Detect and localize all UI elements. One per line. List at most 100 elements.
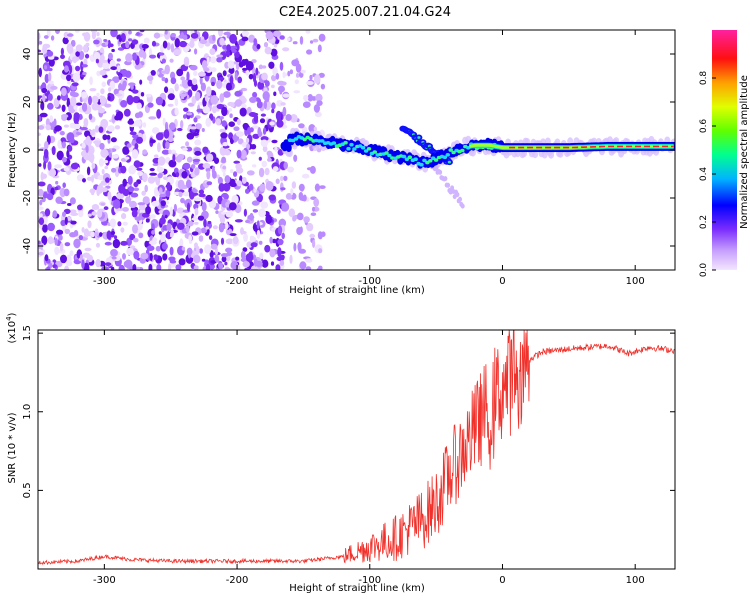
spectrogram-noise-cell	[161, 242, 168, 250]
spectrogram-noise-cell	[123, 108, 131, 117]
spectrogram-noise-cell	[227, 108, 233, 112]
spectrogram-noise-cell	[81, 64, 88, 68]
spectrogram-noise-cell	[305, 30, 311, 34]
spectrogram-noise-cell	[149, 172, 158, 176]
spectrogram-noise-cell	[317, 231, 323, 240]
spectrogram-noise-cell	[180, 76, 186, 81]
spectrogram-noise-cell	[116, 58, 121, 62]
spectrogram-noise-cell	[264, 80, 270, 87]
spectrogram-noise-cell	[179, 40, 188, 48]
spectrogram-noise-cell	[105, 177, 110, 183]
spectrogram-noise-cell	[265, 31, 274, 40]
spectrogram-noise-cell	[83, 44, 89, 53]
spectrogram-noise-cell	[226, 251, 233, 256]
spectrogram-noise-cell	[243, 233, 248, 242]
spectrogram-noise-cell	[233, 160, 240, 164]
spectrogram-noise-cell	[194, 221, 199, 225]
spectrogram-noise-cell	[222, 172, 226, 177]
spectrogram-noise-cell	[153, 32, 161, 39]
spectrogram-noise-cell	[168, 263, 172, 270]
spectrogram-noise-cell	[66, 97, 71, 108]
spectrogram-noise-cell	[275, 178, 280, 185]
spectrogram-noise-cell	[183, 107, 189, 112]
spectrogram-noise-cell	[114, 125, 121, 130]
spectrogram-noise-cell	[226, 82, 232, 91]
spectrogram-noise-cell	[38, 251, 44, 256]
spectrogram-noise-cell	[122, 80, 127, 88]
spectrogram-noise-cell	[61, 114, 69, 119]
spectrogram-noise-cell	[205, 153, 214, 162]
spectrogram-noise-cell	[206, 56, 210, 65]
spectrogram-noise-cell	[272, 166, 279, 172]
spectrogram-noise-cell	[164, 214, 168, 219]
spectrogram-noise-cell	[237, 76, 243, 84]
trace-branch-core	[417, 136, 421, 139]
spectrogram-noise-cell	[213, 157, 220, 164]
spectrogram-noise-cell	[113, 88, 119, 96]
spectrogram-noise-cell	[110, 220, 116, 228]
spectrogram-noise-cell	[249, 236, 257, 242]
spectrogram-noise-cell	[199, 248, 204, 254]
spectrogram-noise-cell	[99, 232, 103, 237]
spectrogram-noise-cell	[186, 156, 193, 163]
spectrogram-noise-cell	[168, 149, 172, 155]
spectrogram-noise-cell	[223, 31, 231, 36]
spectrogram-noise-cell	[38, 217, 45, 225]
spectrogram-noise-cell	[256, 220, 260, 230]
spectrogram-noise-cell	[242, 260, 250, 268]
spectrogram-noise-cell	[46, 266, 51, 270]
spectrogram-noise-cell	[56, 229, 64, 235]
spectrogram-noise-cell	[215, 210, 219, 215]
spectrogram-noise-cell	[48, 58, 55, 67]
trace-core	[404, 157, 410, 162]
spectrogram-noise-cell	[203, 218, 207, 228]
spectrogram-noise-cell	[210, 67, 217, 73]
spectrogram-noise-cell	[83, 262, 90, 270]
snr-x-label: Height of straight line (km)	[289, 583, 425, 594]
spectrogram-noise-cell	[80, 91, 88, 99]
trace-core	[428, 159, 433, 163]
spectrogram-noise-cell	[280, 175, 284, 182]
spectrogram-noise-cell	[225, 247, 233, 253]
trace-core	[363, 149, 369, 153]
spectrogram-noise-cell	[234, 90, 242, 97]
spectrogram-noise-cell	[104, 103, 112, 108]
spectrogram-noise-cell	[91, 163, 96, 169]
spectrogram-noise-cell	[108, 52, 113, 60]
spectrogram-noise-cell	[135, 64, 144, 69]
spectrogram-noise-cell	[51, 145, 56, 156]
spectrogram-noise-cell	[318, 72, 325, 78]
spectrogram-marks	[38, 30, 675, 270]
trace-tail	[434, 165, 439, 171]
spectrogram-noise-cell	[102, 62, 110, 69]
spectrogram-noise-cell	[83, 118, 89, 127]
spectrogram-noise-cell	[301, 173, 310, 179]
spectrogram-noise-cell	[151, 200, 160, 207]
trace-core	[352, 147, 357, 151]
spectrogram-noise-cell	[113, 199, 121, 209]
spectrogram-noise-cell	[148, 263, 153, 270]
spectrogram-noise-cell	[258, 240, 263, 245]
spectrogram-noise-cell	[241, 103, 247, 109]
snr-x-tick-label: -200	[226, 575, 249, 586]
spectrogram-noise-cell	[59, 242, 64, 252]
spectrogram-noise-cell	[73, 230, 79, 237]
spectrogram-noise-cell	[297, 242, 302, 252]
spectrogram-noise-cell	[43, 35, 49, 39]
spectrogram-noise-cell	[245, 188, 250, 194]
snr-panel: -300 -200 -100 0 100 0.5 1.0 1.5 Height of str…	[5, 312, 676, 594]
spectrogram-noise-cell	[221, 156, 227, 164]
spectrogram-noise-cell	[245, 253, 254, 262]
spectrogram-noise-cell	[83, 228, 90, 238]
spectrogram-noise-cell	[245, 137, 250, 144]
spectrogram-noise-cell	[252, 133, 260, 139]
spectrogram-noise-cell	[136, 136, 143, 144]
spectrogram-noise-cell	[242, 247, 248, 253]
spectrogram-noise-cell	[175, 264, 182, 270]
spectrogram-noise-cell	[225, 211, 234, 218]
spectrogram-noise-cell	[143, 37, 150, 44]
spectrogram-noise-cell	[38, 132, 41, 137]
spectrogram-noise-cell	[118, 74, 123, 80]
spectrogram-noise-cell	[256, 101, 263, 109]
spectrogram-noise-cell	[148, 116, 157, 120]
